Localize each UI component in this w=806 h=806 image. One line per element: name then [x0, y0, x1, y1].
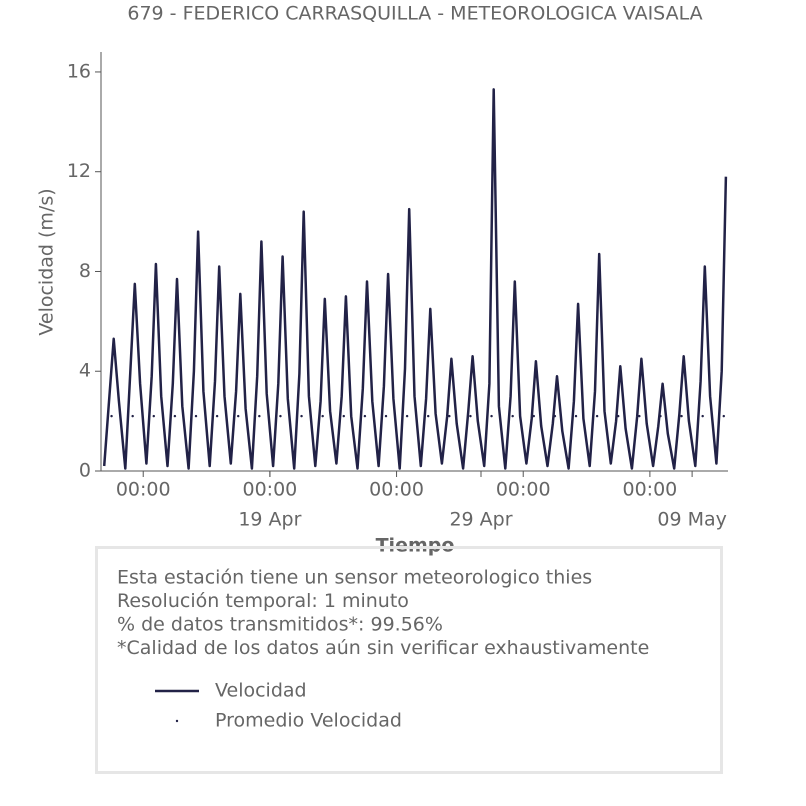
average-point [405, 414, 409, 418]
average-point [363, 414, 367, 418]
average-point [617, 414, 620, 418]
y-tick-label: 8 [79, 260, 91, 282]
average-point [659, 414, 662, 418]
legend-label: Velocidad [215, 680, 307, 702]
info-text: Esta estación tiene un sensor meteorolog… [117, 567, 592, 589]
legend-marker [175, 719, 179, 723]
average-point [595, 414, 599, 418]
y-tick-label: 0 [79, 460, 91, 482]
average-point [194, 414, 198, 418]
y-tick-label: 4 [79, 360, 91, 382]
x-tick-label: 00:00 [623, 479, 678, 501]
speed-line [102, 88, 728, 470]
x-tick-label: 00:00 [496, 479, 551, 501]
y-tick-label: 16 [67, 60, 91, 82]
average-point [532, 414, 535, 418]
average-point [490, 414, 493, 418]
average-point [258, 414, 261, 418]
average-point [574, 414, 578, 418]
average-point [680, 414, 683, 418]
info-box [95, 546, 723, 774]
average-point [448, 414, 451, 418]
legend-label: Promedio Velocidad [215, 710, 402, 732]
average-point [722, 414, 725, 418]
average-point [321, 414, 324, 418]
average-point [173, 414, 177, 418]
x-axis-label: Tiempo [376, 535, 455, 557]
average-point [300, 414, 303, 418]
average-point [342, 414, 345, 418]
average-point [427, 414, 430, 418]
average-point [131, 414, 134, 418]
info-text: % de datos transmitidos*: 99.56% [117, 614, 443, 636]
average-point [215, 414, 219, 418]
x-date-label: 29 Apr [449, 509, 512, 531]
average-point [469, 414, 472, 418]
chart-title: 679 - FEDERICO CARRASQUILLA - METEOROLOG… [127, 3, 702, 25]
y-axis-label: Velocidad (m/s) [36, 188, 58, 335]
average-point [237, 414, 240, 418]
average-point [701, 414, 704, 418]
x-tick-label: 00:00 [116, 479, 171, 501]
y-tick-label: 12 [67, 160, 91, 182]
x-date-label: 19 Apr [238, 509, 301, 531]
info-text: *Calidad de los datos aún sin verificar … [117, 637, 649, 659]
average-point [638, 414, 641, 418]
x-tick-label: 00:00 [369, 479, 424, 501]
info-text: Resolución temporal: 1 minuto [117, 590, 409, 612]
average-point [279, 414, 282, 418]
average-point [110, 414, 113, 418]
average-point [511, 414, 514, 418]
x-tick-label: 00:00 [243, 479, 298, 501]
x-date-label: 09 May [657, 509, 727, 531]
average-point [553, 414, 557, 418]
average-point [152, 414, 155, 418]
average-point [384, 414, 388, 418]
